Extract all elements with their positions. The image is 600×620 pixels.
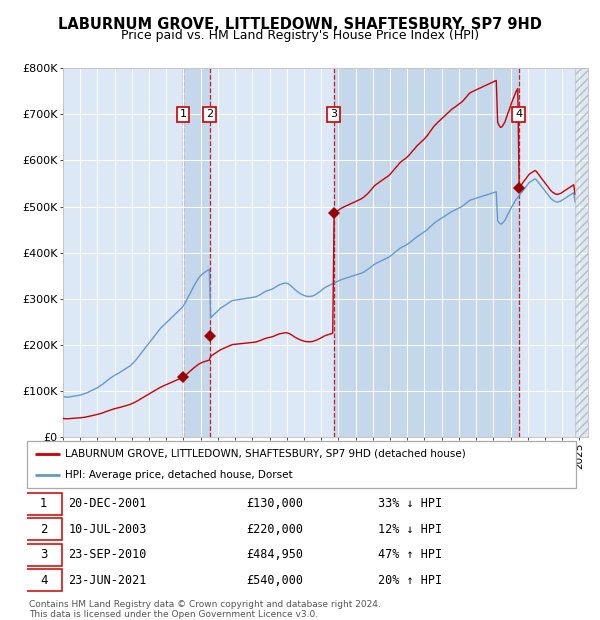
Text: Price paid vs. HM Land Registry's House Price Index (HPI): Price paid vs. HM Land Registry's House …	[121, 29, 479, 42]
Text: 2: 2	[206, 109, 214, 119]
Text: 4: 4	[40, 574, 47, 587]
FancyBboxPatch shape	[27, 441, 576, 488]
Text: 1: 1	[40, 497, 47, 510]
Text: 33% ↓ HPI: 33% ↓ HPI	[379, 497, 442, 510]
Text: £130,000: £130,000	[247, 497, 304, 510]
Text: 2: 2	[40, 523, 47, 536]
Text: £484,950: £484,950	[247, 548, 304, 561]
Text: 12% ↓ HPI: 12% ↓ HPI	[379, 523, 442, 536]
Text: HPI: Average price, detached house, Dorset: HPI: Average price, detached house, Dors…	[65, 471, 293, 480]
Text: 4: 4	[515, 109, 523, 119]
Text: 3: 3	[330, 109, 337, 119]
FancyBboxPatch shape	[26, 544, 62, 566]
Text: 1: 1	[179, 109, 187, 119]
FancyBboxPatch shape	[26, 518, 62, 541]
Text: 10-JUL-2003: 10-JUL-2003	[68, 523, 146, 536]
Text: 23-JUN-2021: 23-JUN-2021	[68, 574, 146, 587]
Text: 20-DEC-2001: 20-DEC-2001	[68, 497, 146, 510]
Text: LABURNUM GROVE, LITTLEDOWN, SHAFTESBURY, SP7 9HD: LABURNUM GROVE, LITTLEDOWN, SHAFTESBURY,…	[58, 17, 542, 32]
Bar	[183, 68, 210, 437]
Text: £540,000: £540,000	[247, 574, 304, 587]
Text: 20% ↑ HPI: 20% ↑ HPI	[379, 574, 442, 587]
Text: 47% ↑ HPI: 47% ↑ HPI	[379, 548, 442, 561]
Text: Contains HM Land Registry data © Crown copyright and database right 2024.
This d: Contains HM Land Registry data © Crown c…	[29, 600, 380, 619]
Bar	[334, 68, 519, 437]
FancyBboxPatch shape	[26, 493, 62, 515]
Text: £220,000: £220,000	[247, 523, 304, 536]
Text: 23-SEP-2010: 23-SEP-2010	[68, 548, 146, 561]
Text: LABURNUM GROVE, LITTLEDOWN, SHAFTESBURY, SP7 9HD (detached house): LABURNUM GROVE, LITTLEDOWN, SHAFTESBURY,…	[65, 449, 466, 459]
FancyBboxPatch shape	[26, 569, 62, 591]
Text: 3: 3	[40, 548, 47, 561]
